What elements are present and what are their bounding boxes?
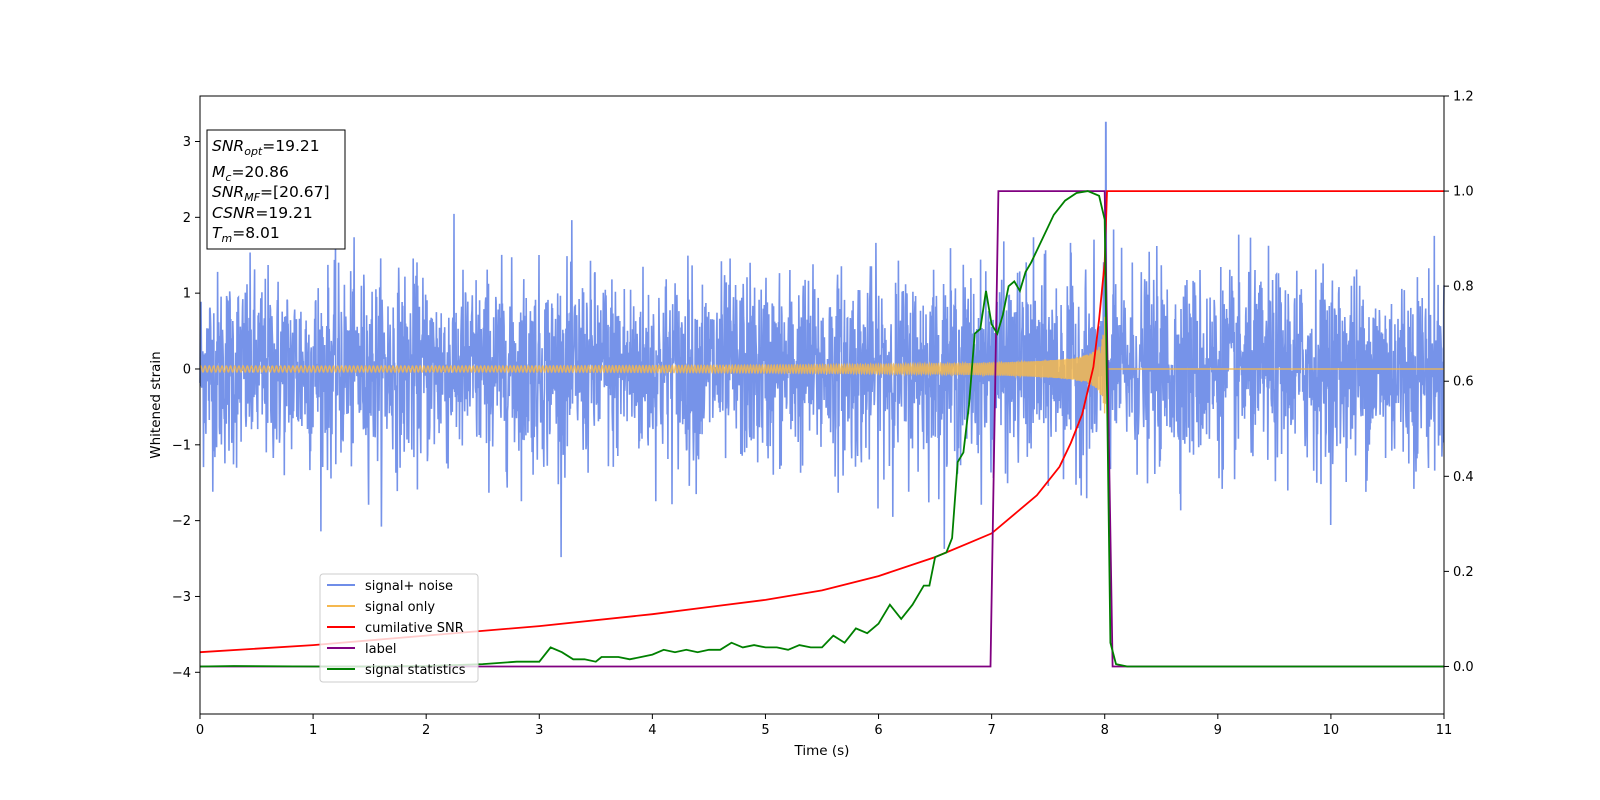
legend-label-cumulative-snr: cumilative SNR: [365, 621, 464, 636]
y-left-tick-label: 3: [183, 135, 191, 150]
info-mc: Mc=20.86: [212, 163, 289, 184]
x-tick-label: 1: [309, 723, 317, 738]
y-right-tick-label: 0.0: [1453, 660, 1474, 675]
y-right-tick-label: 0.8: [1453, 280, 1474, 295]
y-right-tick-label: 1.2: [1453, 90, 1474, 105]
x-tick-label: 2: [422, 723, 430, 738]
x-tick-label: 5: [761, 723, 769, 738]
y-left-tick-label: −1: [172, 438, 191, 453]
series-line-signal-statistics: [199, 190, 1444, 668]
legend-label-signal-statistics: signal statistics: [365, 663, 466, 678]
legend-frame: [319, 573, 479, 683]
y-left-tick-label: 0: [183, 362, 191, 377]
legend-label-label: label: [365, 642, 396, 657]
x-tick-label: 11: [1436, 723, 1453, 738]
y-axis-left: −4 −3 −2 −1 0 1 2 3: [172, 135, 200, 681]
series-layer: [199, 121, 1445, 668]
y-right-tick-label: 1.0: [1453, 185, 1474, 200]
y-right-tick-label: 0.4: [1453, 470, 1474, 485]
info-snr-opt: SNRopt=19.21: [212, 137, 320, 158]
legend-label-signal-noise: signal+ noise: [365, 579, 453, 594]
y-left-tick-label: −3: [172, 590, 191, 605]
x-tick-label: 10: [1323, 723, 1340, 738]
info-box: SNRopt=19.21 Mc=20.86 SNRMF=[20.67] CSNR…: [206, 129, 346, 250]
series-line-signal-only: [199, 316, 1444, 414]
x-tick-label: 6: [874, 723, 882, 738]
x-tick-label: 7: [987, 723, 995, 738]
info-csnr: CSNR=19.21: [212, 204, 313, 222]
y-right-tick-label: 0.6: [1453, 375, 1474, 390]
legend: signal+ noise signal only cumilative SNR…: [319, 573, 479, 683]
y-left-tick-label: −4: [172, 666, 191, 681]
y-axis-label: Whitened strain: [148, 351, 164, 458]
x-axis: 0 1 2 3 4 5 6 7 8 9 10 11: [196, 714, 1452, 738]
plot-frame: [199, 95, 1445, 715]
x-tick-label: 0: [196, 723, 204, 738]
x-axis-label: Time (s): [794, 743, 850, 759]
y-left-tick-label: 1: [183, 287, 191, 302]
y-left-tick-label: 2: [183, 211, 191, 226]
info-tm: Tm=8.01: [212, 224, 280, 245]
y-axis-right: 0.0 0.2 0.4 0.6 0.8 1.0 1.2: [1444, 90, 1474, 675]
x-tick-label: 8: [1101, 723, 1109, 738]
x-tick-label: 9: [1214, 723, 1222, 738]
series-line-signal-noise: [199, 121, 1445, 558]
legend-label-signal-only: signal only: [365, 600, 435, 615]
y-right-tick-label: 0.2: [1453, 565, 1474, 580]
x-tick-label: 4: [648, 723, 656, 738]
y-left-tick-label: −2: [172, 514, 191, 529]
x-tick-label: 3: [535, 723, 543, 738]
info-snr-mf: SNRMF=[20.67]: [212, 183, 330, 204]
series-line-cumulative-snr: [199, 190, 1444, 654]
info-box-frame: [206, 129, 346, 250]
